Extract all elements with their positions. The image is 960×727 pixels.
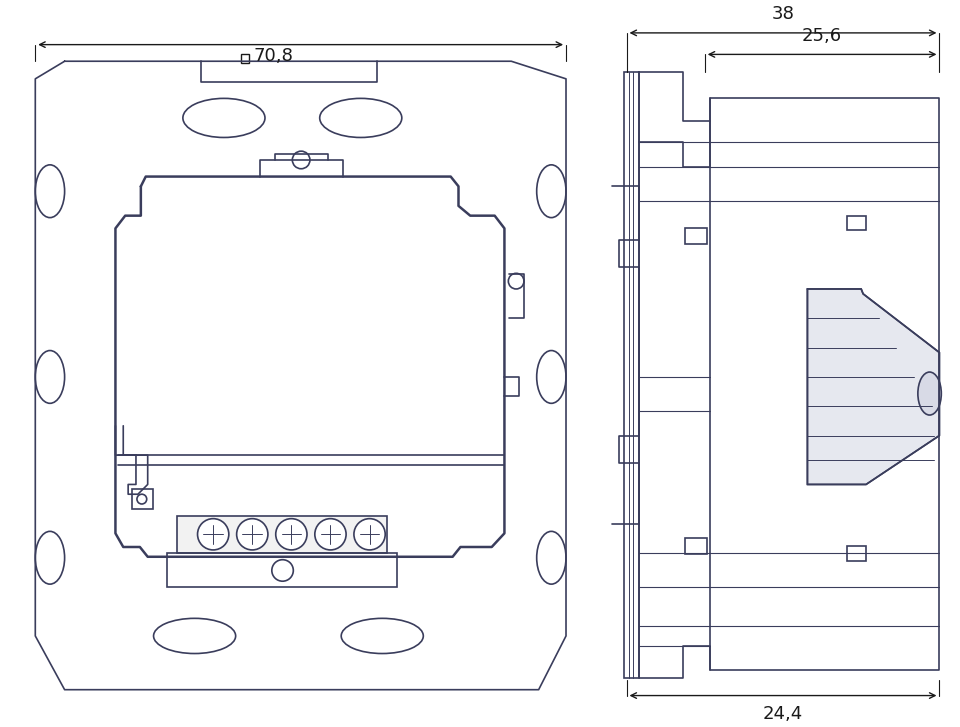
Bar bbox=[847, 546, 866, 561]
Circle shape bbox=[198, 518, 228, 550]
Circle shape bbox=[315, 518, 347, 550]
Ellipse shape bbox=[918, 372, 942, 415]
Text: 24,4: 24,4 bbox=[763, 705, 804, 723]
Bar bbox=[132, 489, 153, 509]
Circle shape bbox=[272, 560, 294, 581]
Polygon shape bbox=[807, 289, 940, 484]
Text: 38: 38 bbox=[772, 5, 795, 23]
Text: 25,6: 25,6 bbox=[802, 27, 842, 44]
Bar bbox=[624, 72, 639, 678]
Bar bbox=[685, 538, 707, 554]
Bar bbox=[847, 216, 866, 230]
Bar bbox=[177, 515, 387, 553]
Circle shape bbox=[236, 518, 268, 550]
Circle shape bbox=[354, 518, 385, 550]
Bar bbox=[241, 55, 250, 63]
Bar bbox=[167, 553, 396, 587]
Text: 70,8: 70,8 bbox=[253, 47, 293, 65]
Circle shape bbox=[276, 518, 307, 550]
Bar bbox=[685, 228, 707, 244]
